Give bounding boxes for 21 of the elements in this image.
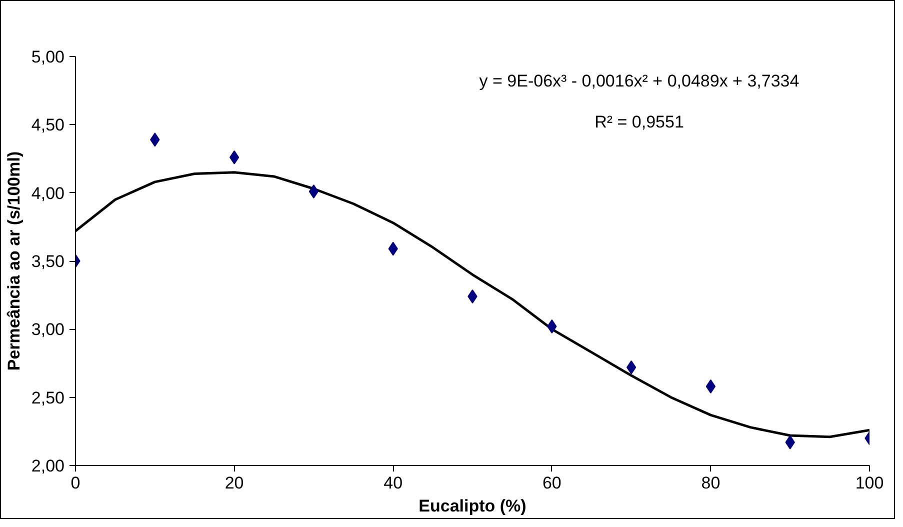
annotation: R² = 0,9551 [594, 112, 684, 132]
y-tick-label: 3,50 [31, 252, 65, 271]
y-tick-label: 2,00 [31, 456, 65, 476]
annotation: y = 9E-06x³ - 0,0016x² + 0,0489x + 3,7334 [479, 72, 800, 91]
x-tick-label: 40 [384, 474, 403, 492]
y-tick-label: 5,00 [31, 48, 65, 66]
point [706, 379, 716, 394]
x-tick-label: 20 [224, 474, 244, 492]
point [308, 184, 319, 198]
y-tick-label: 2,50 [31, 388, 65, 408]
x-tick-label: 0 [70, 474, 80, 492]
y-axis-title: Permeância ao ar (s/100ml) [4, 151, 24, 371]
y-tick-label: 3,00 [31, 320, 65, 340]
point [229, 150, 240, 164]
y-tick-label: 4,50 [31, 116, 65, 135]
x-tick-label: 60 [542, 474, 562, 492]
x-axis-title: Eucalipto (%) [418, 496, 526, 516]
point [626, 360, 636, 374]
x-tick-label: 100 [855, 474, 884, 492]
y-tick-label: 4,00 [31, 184, 65, 203]
x-tick-label: 80 [701, 474, 720, 492]
